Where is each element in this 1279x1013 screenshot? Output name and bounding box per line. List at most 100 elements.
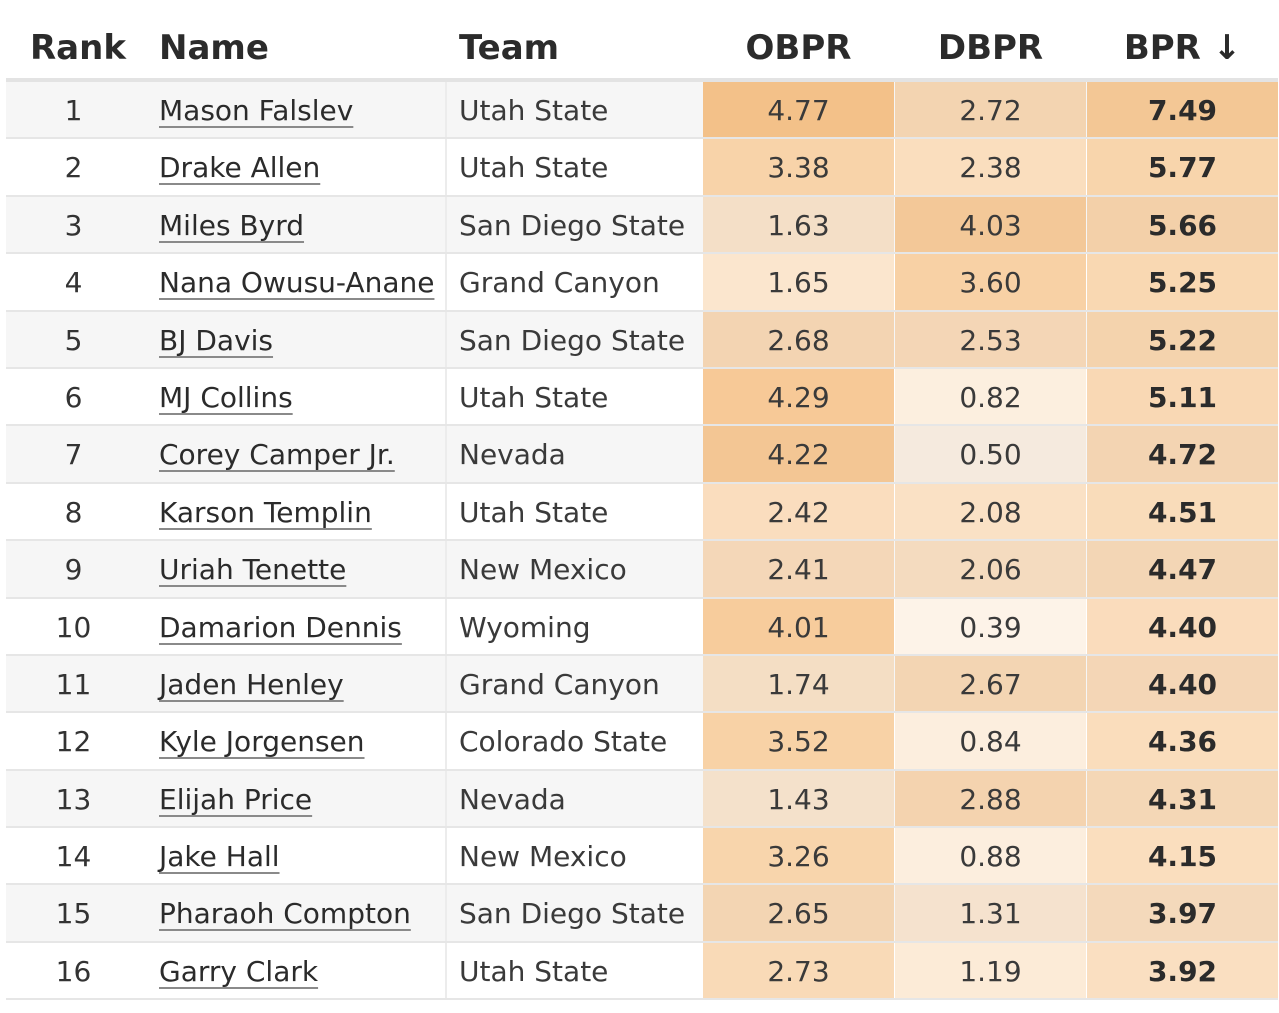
player-name-cell: Garry Clark: [159, 943, 441, 998]
column-divider: [445, 82, 447, 138]
player-name-link[interactable]: Jake Hall: [159, 840, 280, 874]
column-divider: [445, 885, 447, 941]
player-name-cell: Uriah Tenette: [159, 541, 441, 596]
column-header-rank[interactable]: Rank: [30, 28, 126, 68]
table-row: 7 Corey Camper Jr. Nevada 4.22 0.50 4.72: [6, 426, 1278, 484]
team-cell: Utah State: [459, 151, 609, 185]
bpr-cell: 5.22: [1087, 311, 1278, 367]
table-row: 10 Damarion Dennis Wyoming 4.01 0.39 4.40: [6, 598, 1278, 656]
dbpr-cell: 2.38: [895, 139, 1086, 195]
obpr-cell: 3.26: [703, 828, 894, 884]
column-divider: [445, 196, 447, 253]
bpr-cell: 4.31: [1087, 770, 1278, 827]
obpr-cell: 3.38: [703, 139, 894, 195]
column-divider: [445, 598, 447, 654]
dbpr-cell: 2.08: [895, 483, 1086, 540]
column-header-obpr[interactable]: OBPR: [745, 28, 852, 68]
dbpr-cell: 2.88: [895, 770, 1086, 827]
player-name-link[interactable]: Pharaoh Compton: [159, 897, 411, 931]
player-name-link[interactable]: MJ Collins: [159, 380, 293, 414]
rank-cell: 15: [55, 897, 92, 931]
column-divider: [445, 713, 447, 769]
dbpr-cell: 0.82: [895, 368, 1086, 425]
rank-cell: 9: [64, 553, 83, 587]
column-header-name[interactable]: Name: [159, 28, 269, 68]
table-row: 9 Uriah Tenette New Mexico 2.41 2.06 4.47: [6, 541, 1278, 599]
rank-cell: 13: [55, 782, 92, 816]
column-divider: [445, 828, 447, 884]
player-name-link[interactable]: Elijah Price: [159, 782, 313, 816]
bpr-cell: 4.40: [1087, 598, 1278, 654]
column-header-dbpr[interactable]: DBPR: [937, 28, 1044, 68]
table-row: 13 Elijah Price Nevada 1.43 2.88 4.31: [6, 770, 1278, 829]
dbpr-cell: 2.72: [895, 82, 1086, 138]
table-row: 15 Pharaoh Compton San Diego State 2.65 1.31…: [6, 885, 1278, 943]
table-row: 16 Garry Clark Utah State 2.73 1.19 3.92: [6, 942, 1278, 1001]
player-name-cell: Kyle Jorgensen: [159, 713, 441, 768]
player-name-cell: Jake Hall: [159, 828, 441, 883]
column-divider: [445, 139, 447, 195]
column-divider: [445, 426, 447, 482]
player-name-cell: Corey Camper Jr.: [159, 426, 441, 481]
player-name-cell: Drake Allen: [159, 139, 441, 194]
player-name-link[interactable]: BJ Davis: [159, 323, 274, 357]
player-name-link[interactable]: Nana Owusu-Anane: [159, 266, 435, 300]
player-name-link[interactable]: Damarion Dennis: [159, 610, 402, 644]
dbpr-cell: 0.50: [895, 426, 1086, 482]
team-cell: New Mexico: [459, 553, 627, 587]
bpr-cell: 5.11: [1087, 368, 1278, 425]
dbpr-cell: 0.39: [895, 598, 1086, 654]
obpr-cell: 2.73: [703, 942, 894, 999]
dbpr-cell: 0.84: [895, 713, 1086, 769]
column-header-team[interactable]: Team: [459, 28, 560, 68]
player-name-link[interactable]: Kyle Jorgensen: [159, 725, 365, 759]
table-row: 12 Kyle Jorgensen Colorado State 3.52 0.84 4.…: [6, 713, 1278, 771]
table-row: 1 Mason Falslev Utah State 4.77 2.72 7.49: [6, 82, 1278, 140]
rank-cell: 7: [64, 438, 83, 472]
player-name-cell: Karson Templin: [159, 484, 441, 539]
team-cell: San Diego State: [459, 897, 686, 931]
bpr-cell: 4.72: [1087, 426, 1278, 482]
rank-cell: 10: [55, 610, 92, 644]
table-row: 4 Nana Owusu-Anane Grand Canyon 1.65 3.60 5.2…: [6, 254, 1278, 312]
obpr-cell: 1.63: [703, 196, 894, 253]
team-cell: Wyoming: [459, 610, 591, 644]
player-name-cell: Mason Falslev: [159, 82, 441, 137]
player-name-link[interactable]: Drake Allen: [159, 151, 321, 185]
column-header-bpr-sorted-desc[interactable]: BPR ↓: [1123, 28, 1242, 68]
rank-cell: 3: [64, 208, 83, 242]
player-name-link[interactable]: Corey Camper Jr.: [159, 438, 395, 472]
team-cell: New Mexico: [459, 840, 627, 874]
player-name-cell: Damarion Dennis: [159, 599, 441, 654]
player-ratings-table: Rank Name Team OBPR DBPR BPR ↓ 1 Mason Fa…: [6, 0, 1278, 1001]
player-name-link[interactable]: Mason Falslev: [159, 94, 354, 127]
obpr-cell: 4.01: [703, 598, 894, 654]
obpr-cell: 2.65: [703, 885, 894, 941]
rank-cell: 1: [64, 94, 83, 127]
team-cell: Utah State: [459, 380, 609, 414]
bpr-cell: 3.92: [1087, 942, 1278, 999]
player-name-cell: MJ Collins: [159, 369, 441, 424]
player-name-link[interactable]: Miles Byrd: [159, 208, 305, 242]
column-divider: [445, 770, 447, 827]
table-header: Rank Name Team OBPR DBPR BPR ↓: [6, 0, 1278, 82]
player-name-link[interactable]: Uriah Tenette: [159, 553, 347, 587]
team-cell: Utah State: [459, 495, 609, 529]
player-name-link[interactable]: Jaden Henley: [159, 667, 344, 701]
dbpr-cell: 0.88: [895, 828, 1086, 884]
player-name-link[interactable]: Garry Clark: [159, 954, 319, 988]
team-cell: Nevada: [459, 782, 566, 816]
dbpr-cell: 3.60: [895, 254, 1086, 310]
rank-cell: 16: [55, 954, 92, 988]
team-cell: San Diego State: [459, 208, 686, 242]
column-divider: [445, 942, 447, 999]
table-row: 8 Karson Templin Utah State 2.42 2.08 4.51: [6, 483, 1278, 542]
team-cell: San Diego State: [459, 323, 686, 357]
obpr-cell: 4.22: [703, 426, 894, 482]
column-divider: [445, 311, 447, 367]
column-divider: [445, 655, 447, 712]
player-name-link[interactable]: Karson Templin: [159, 495, 372, 529]
player-name-cell: Miles Byrd: [159, 197, 441, 252]
dbpr-cell: 2.06: [895, 541, 1086, 597]
player-name-cell: BJ Davis: [159, 312, 441, 367]
